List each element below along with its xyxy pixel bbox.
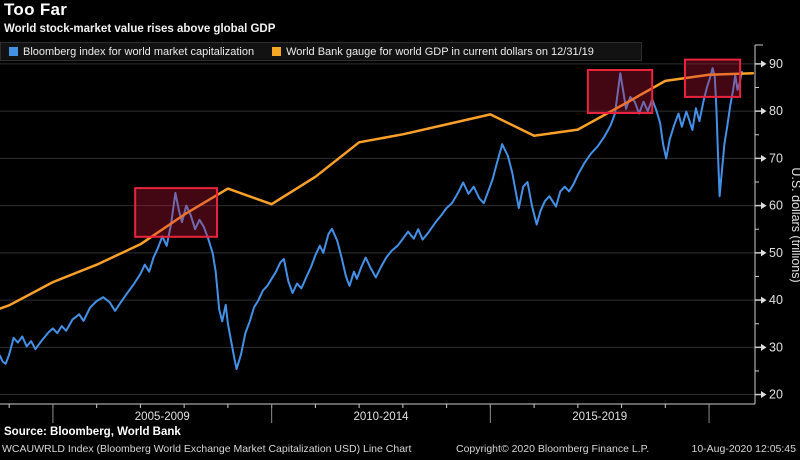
y-tick-arrow-icon — [761, 107, 767, 115]
y-tick-label: 50 — [769, 246, 783, 260]
y-tick-arrow-icon — [761, 249, 767, 257]
y-tick-arrow-icon — [761, 202, 767, 210]
y-tick-label: 70 — [769, 151, 783, 165]
y-tick-arrow-icon — [761, 391, 767, 399]
gdp-line — [0, 72, 755, 310]
x-period-label: 2005-2009 — [135, 411, 190, 423]
y-tick-arrow-icon — [761, 343, 767, 351]
highlight-box — [684, 58, 742, 98]
y-tick-label: 60 — [769, 199, 783, 213]
chart-subtitle: World stock-market value rises above glo… — [4, 23, 276, 35]
chart-legend: Bloomberg index for world market capital… — [0, 42, 642, 61]
source-note: Source: Bloomberg, World Bank — [4, 426, 181, 438]
y-tick-label: 90 — [769, 57, 783, 71]
legend-item-market-cap[interactable]: Bloomberg index for world market capital… — [9, 46, 254, 58]
market-cap-swatch-icon — [9, 47, 18, 56]
highlight-box — [134, 187, 218, 238]
timestamp: 10-Aug-2020 12:05:45 — [691, 443, 796, 455]
y-tick-label: 30 — [769, 340, 783, 354]
x-period-label: 2015-2019 — [572, 411, 627, 423]
y-tick-label: 40 — [769, 293, 783, 307]
y-axis-title: U.S. dollars (trillions) — [789, 167, 800, 282]
y-tick-arrow-icon — [761, 296, 767, 304]
page-title: Too Far — [4, 0, 68, 19]
y-tick-label: 20 — [769, 388, 783, 402]
x-period-label: 2010-2014 — [353, 411, 409, 423]
footer-bar: WCAUWRLD Index (Bloomberg World Exchange… — [0, 443, 800, 459]
y-tick-arrow-icon — [761, 60, 767, 68]
market-cap-line — [0, 67, 743, 370]
legend-label-market-cap: Bloomberg index for world market capital… — [23, 45, 255, 58]
gdp-swatch-icon — [272, 47, 282, 56]
y-tick-arrow-icon — [761, 154, 767, 162]
highlight-box — [586, 69, 654, 114]
legend-label-gdp: World Bank gauge for world GDP in curren… — [286, 45, 594, 58]
chart-header: Too Far World stock-market value rises a… — [4, 0, 275, 35]
ticker-description: WCAUWRLD Index (Bloomberg World Exchange… — [2, 443, 412, 455]
y-tick-label: 80 — [769, 104, 783, 118]
copyright-notice: Copyright© 2020 Bloomberg Finance L.P. — [456, 443, 650, 455]
legend-item-gdp[interactable]: World Bank gauge for world GDP in curren… — [272, 46, 594, 58]
